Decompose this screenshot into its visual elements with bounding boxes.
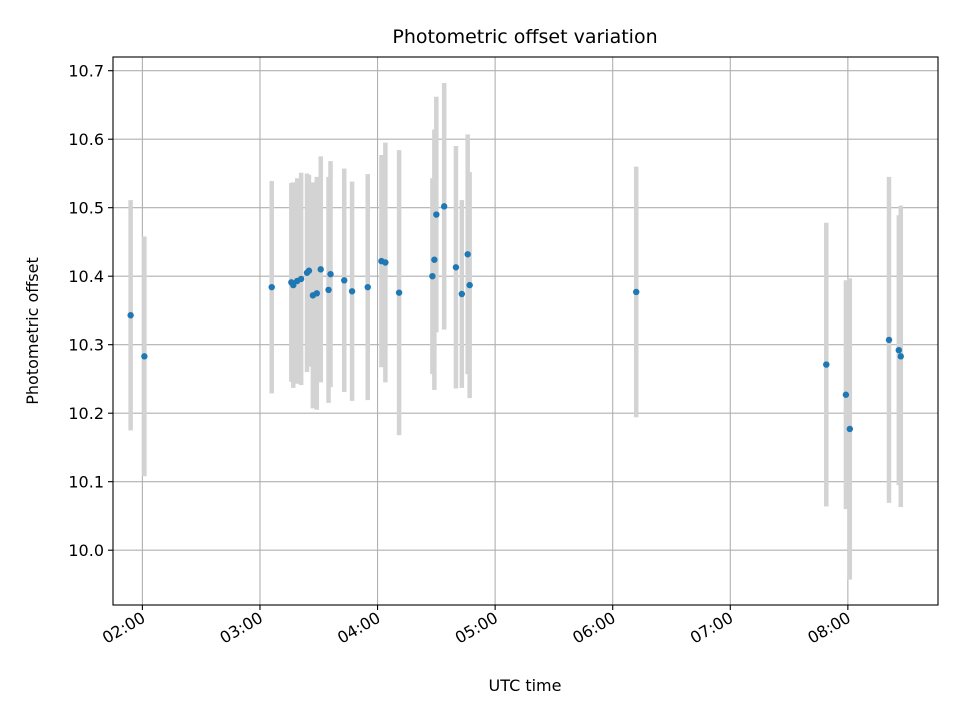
data-point (348, 288, 356, 295)
data-point (633, 288, 640, 296)
data-point (317, 266, 324, 273)
data-point (305, 267, 313, 274)
data-point (897, 353, 904, 360)
data-point (466, 281, 473, 289)
y-gridlines (113, 70, 938, 551)
y-tick-label: 10.1 (68, 473, 104, 492)
data-point (458, 290, 466, 298)
data-point (823, 361, 830, 368)
data-point (885, 336, 893, 344)
data-point (440, 203, 448, 210)
data-point (395, 289, 403, 296)
data-point (141, 353, 148, 360)
y-tick-label: 10.7 (68, 62, 104, 81)
data-point (290, 281, 297, 289)
data-point (431, 256, 438, 263)
data-point (327, 270, 334, 278)
data-point (313, 290, 321, 297)
y-tick-label: 10.4 (68, 267, 104, 286)
data-points (127, 203, 904, 433)
data-point (846, 425, 854, 433)
chart-title: Photometric offset variation (392, 26, 657, 48)
y-tick-label: 10.2 (68, 404, 104, 423)
data-point (464, 251, 471, 258)
x-axis-label: UTC time (489, 676, 562, 695)
data-point (127, 312, 134, 319)
y-tick-label: 10.0 (68, 541, 104, 560)
y-tick-label: 10.3 (68, 336, 104, 355)
data-point (325, 286, 332, 294)
data-point (364, 283, 371, 291)
data-point (842, 391, 850, 398)
data-point (895, 346, 903, 354)
data-point (268, 283, 275, 291)
y-tick-label: 10.5 (68, 199, 104, 218)
y-axis-label: Photometric offset (23, 257, 42, 405)
data-point (382, 259, 389, 266)
y-axis-ticks: 10.0 10.1 10.2 10.3 10.4 10.5 10.6 10.7 (68, 62, 113, 560)
plot-frame (112, 56, 939, 606)
data-point (433, 211, 440, 218)
data-point (341, 277, 348, 284)
data-point (452, 264, 460, 271)
y-tick-label: 10.6 (68, 130, 104, 149)
data-point (429, 273, 436, 280)
data-point (297, 275, 305, 283)
